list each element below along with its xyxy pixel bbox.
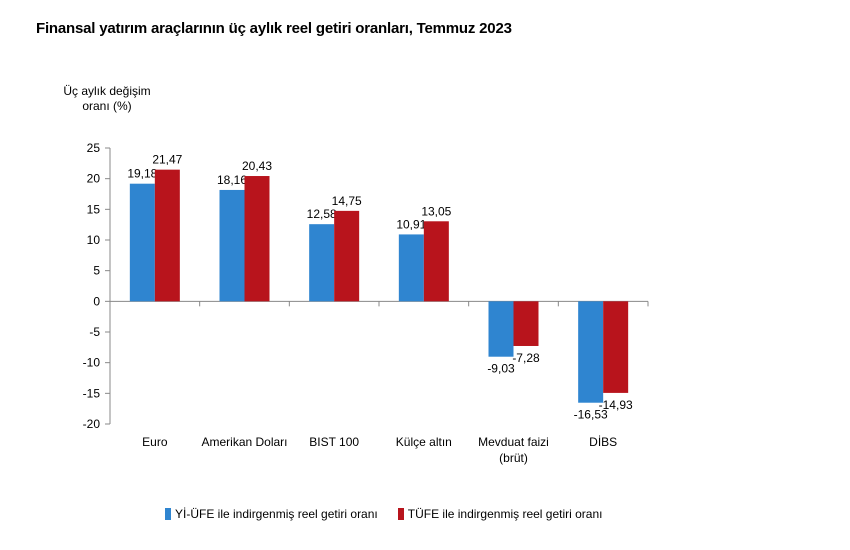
bar-value-label: -7,28 <box>512 351 540 365</box>
x-category-label: Amerikan Doları <box>201 435 287 449</box>
legend-label-tufe: TÜFE ile indirgenmiş reel getiri oranı <box>407 507 603 521</box>
bar-value-label: 18,16 <box>217 173 247 187</box>
bar-tufe <box>603 301 629 393</box>
x-category-label: (brüt) <box>499 451 528 465</box>
x-category-label: Mevduat faizi <box>478 435 549 449</box>
y-tick-label: -15 <box>83 386 101 400</box>
bar-value-label: 13,05 <box>421 204 451 218</box>
y-tick-label: -5 <box>89 325 100 339</box>
bar-value-label: 20,43 <box>242 159 272 173</box>
bar-tufe <box>423 221 449 302</box>
bar-value-label: -16,53 <box>574 408 608 422</box>
legend-label-yi-ufe: Yİ-ÜFE ile indirgenmiş reel getiri oranı <box>175 507 378 521</box>
bar-yi-ufe <box>129 183 155 302</box>
bar-value-label: -9,03 <box>487 362 515 376</box>
bar-tufe <box>513 301 539 346</box>
bar-yi-ufe <box>309 224 335 302</box>
y-tick-label: -20 <box>83 417 101 431</box>
bar-yi-ufe <box>578 301 604 403</box>
y-axis-label-line-2: oranı (%) <box>82 99 132 113</box>
bar-value-label: 19,18 <box>127 167 157 181</box>
legend-swatch-yi-ufe <box>165 508 171 520</box>
y-tick-label: 10 <box>87 233 101 247</box>
bar-value-label: 14,75 <box>332 194 362 208</box>
x-category-label: Euro <box>142 435 168 449</box>
bar-yi-ufe <box>398 234 424 302</box>
y-tick-label: 25 <box>87 141 101 155</box>
y-tick-label: 15 <box>87 202 101 216</box>
y-axis-label: Üç aylık değişim oranı (%) <box>42 84 172 114</box>
chart-title: Finansal yatırım araçlarının üç aylık re… <box>36 20 512 37</box>
y-tick-label: 5 <box>93 264 100 278</box>
bar-tufe <box>154 169 180 302</box>
legend-item-yi-ufe: Yİ-ÜFE ile indirgenmiş reel getiri oranı <box>165 507 378 521</box>
y-tick-label: 0 <box>93 294 100 308</box>
x-category-label: DİBS <box>589 435 617 449</box>
bar-value-label: 12,58 <box>307 207 337 221</box>
bar-tufe <box>244 176 270 302</box>
bar-tufe <box>334 210 360 302</box>
bar-value-label: 21,47 <box>152 153 182 167</box>
legend-item-tufe: TÜFE ile indirgenmiş reel getiri oranı <box>397 507 603 521</box>
bar-value-label: 10,91 <box>396 217 426 231</box>
legend: Yİ-ÜFE ile indirgenmiş reel getiri oranı… <box>165 507 623 521</box>
x-category-label: Külçe altın <box>396 435 452 449</box>
bar-yi-ufe <box>219 189 245 302</box>
y-tick-label: 20 <box>87 172 101 186</box>
y-tick-label: -10 <box>83 356 101 370</box>
bar-yi-ufe <box>488 301 514 357</box>
bar-value-label: -14,93 <box>599 398 633 412</box>
legend-swatch-tufe <box>397 508 404 520</box>
y-axis-label-line-1: Üç aylık değişim <box>63 84 151 98</box>
x-category-label: BIST 100 <box>309 435 359 449</box>
